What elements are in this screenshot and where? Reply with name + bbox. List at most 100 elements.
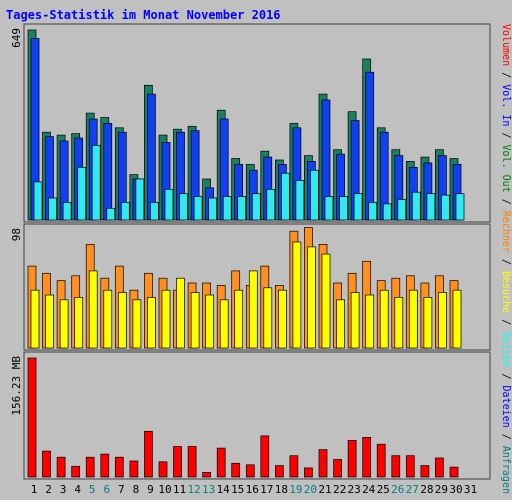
bar-hits-s2-day7 <box>120 202 130 221</box>
x-tick-label: 18 <box>275 483 288 496</box>
bar-hits-s2-day22 <box>339 196 348 221</box>
bar-visits-s1-day3 <box>59 299 69 349</box>
bar-hits-s2-day21 <box>324 196 334 221</box>
bar-volume-s0-day13 <box>202 472 211 478</box>
x-tick-label: 14 <box>217 483 231 496</box>
legend-part-8: Besuche <box>500 271 512 313</box>
bar-volume-s0-day18 <box>275 465 284 478</box>
x-tick-label: 15 <box>231 483 244 496</box>
y-axis-max-label-volume: 156.23 MB <box>10 356 23 416</box>
bar-visits-s1-day22 <box>336 299 345 349</box>
bar-hits-s2-day24 <box>368 202 378 221</box>
bar-visits-s1-day7 <box>117 292 127 349</box>
bar-hits-s2-day8 <box>135 178 145 221</box>
legend-part-12: Dateien <box>500 386 512 428</box>
x-tick-label: 3 <box>60 483 67 496</box>
x-tick-label: 6 <box>103 483 110 496</box>
bar-hits-s2-day13 <box>208 197 217 221</box>
bar-visits-s1-day2 <box>45 294 54 349</box>
bar-volume-s0-day28 <box>420 465 430 478</box>
x-tick-label: 31 <box>464 483 477 496</box>
bar-volume-s0-day15 <box>231 462 241 478</box>
legend-part-2: Vol. In <box>500 84 512 126</box>
bar-visits-s1-day27 <box>408 289 418 349</box>
bar-hits-s2-day28 <box>426 193 436 221</box>
bar-volume-s0-day25 <box>376 443 386 478</box>
bar-hits-s2-day27 <box>411 191 421 221</box>
x-tick-label: 27 <box>406 483 419 496</box>
bar-hits-s2-day11 <box>179 193 188 221</box>
bar-visits-s1-day15 <box>234 289 244 349</box>
x-tick-label: 30 <box>449 483 462 496</box>
bar-visits-s1-day6 <box>103 289 113 349</box>
bar-volume-s0-day14 <box>216 447 226 478</box>
bar-volume-s0-day3 <box>56 456 66 478</box>
x-tick-label: 24 <box>362 483 376 496</box>
legend-part-13: / <box>500 428 512 446</box>
x-tick-label: 5 <box>89 483 96 496</box>
y-labels-layer: 649 98 156.23 MB <box>10 28 23 416</box>
bar-visits-s1-day25 <box>379 289 389 349</box>
bar-volume-s0-day12 <box>187 446 197 478</box>
bars-layer <box>27 29 465 478</box>
bar-visits-s1-day19 <box>292 241 302 349</box>
legend-part-6: Rechner <box>500 211 512 254</box>
x-tick-label: 25 <box>377 483 390 496</box>
bar-visits-s1-day26 <box>394 297 404 349</box>
bar-visits-s1-day14 <box>219 299 229 349</box>
x-tick-label: 1 <box>31 483 38 496</box>
bar-visits-s1-day29 <box>438 292 447 349</box>
bar-volume-s0-day27 <box>405 455 415 478</box>
bar-volume-s0-day30 <box>449 466 459 478</box>
bar-hits-s2-day25 <box>382 203 392 221</box>
bar-volume-s0-day23 <box>347 440 357 478</box>
x-tick-label: 7 <box>118 483 125 496</box>
legend-part-14: Anfragen <box>500 446 512 494</box>
bar-hits-s2-day9 <box>150 202 159 221</box>
bar-hits-s2-day12 <box>193 196 203 221</box>
bar-visits-s1-day23 <box>350 292 360 349</box>
x-tick-label: 22 <box>333 483 346 496</box>
bar-hits-s2-day15 <box>237 196 247 221</box>
legend-part-11: / <box>500 367 512 385</box>
bar-hits-s2-day17 <box>266 188 276 221</box>
bar-hits-s2-day2 <box>48 197 57 221</box>
x-tick-label: 26 <box>391 483 404 496</box>
bar-hits-s2-day19 <box>295 180 305 221</box>
x-tick-label: 2 <box>45 483 52 496</box>
bar-visits-s1-day9 <box>147 297 156 349</box>
bar-volume-s0-day16 <box>245 464 255 478</box>
bar-volume-s0-day29 <box>435 457 444 478</box>
bar-hits-s2-day1 <box>33 181 43 221</box>
bar-hits-s2-day5 <box>91 144 101 221</box>
bar-hits-s2-day29 <box>441 194 450 221</box>
bar-volume-s0-day8 <box>129 460 139 478</box>
bar-visits-s1-day5 <box>88 270 98 349</box>
bar-hits-s1-day24 <box>365 71 375 221</box>
bar-hits-s2-day4 <box>77 166 87 221</box>
x-tick-label: 10 <box>158 483 171 496</box>
bar-volume-s0-day26 <box>391 455 401 478</box>
bar-hits-s2-day16 <box>251 193 261 221</box>
y-axis-max-label-hits: 649 <box>10 28 23 48</box>
bar-visits-s1-day24 <box>365 294 375 349</box>
legend-part-9: / <box>500 313 512 331</box>
x-tick-label: 17 <box>260 483 273 496</box>
bar-hits-s2-day3 <box>62 202 72 221</box>
x-axis-labels: 1 2 3 4 5 6 7 8 9 10 11 12 13 14 15 16 17 18 19 20 21 22 23 24 2… <box>31 483 477 496</box>
bar-volume-s0-day21 <box>318 449 328 478</box>
bar-volume-s0-day2 <box>42 450 51 478</box>
bar-hits-s2-day20 <box>310 169 319 221</box>
bar-visits-s1-day18 <box>278 289 287 349</box>
bar-hits-s2-day6 <box>106 207 116 221</box>
legend-part-0: Volumen <box>500 24 512 66</box>
bar-visits-s1-day11 <box>176 277 185 349</box>
bar-hits-s1-day6 <box>103 123 113 221</box>
bar-hits-s2-day23 <box>353 193 363 221</box>
bar-hits-s2-day10 <box>164 188 174 221</box>
legend-part-1: / <box>500 66 512 84</box>
bar-volume-s0-day5 <box>85 456 95 478</box>
y-axis-max-label-visits: 98 <box>10 228 23 241</box>
